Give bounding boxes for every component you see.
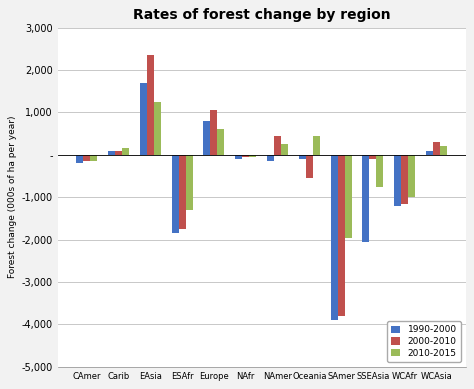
Bar (433, 142, 440, 155)
Bar (337, 155, 345, 316)
Bar (140, 83, 147, 155)
Bar (210, 110, 218, 155)
Bar (147, 55, 154, 155)
Legend: 1990-2000, 2000-2010, 2010-2015: 1990-2000, 2000-2010, 2010-2015 (387, 321, 461, 362)
Bar (401, 155, 408, 203)
Bar (394, 155, 401, 206)
Bar (274, 136, 281, 155)
Bar (108, 151, 115, 155)
Bar (172, 155, 179, 233)
Bar (299, 155, 306, 159)
Bar (363, 155, 370, 242)
Y-axis label: Forest change (000s of ha per year): Forest change (000s of ha per year) (9, 116, 18, 279)
Bar (83, 155, 90, 161)
Bar (281, 144, 288, 155)
Bar (306, 155, 313, 178)
Bar (249, 155, 256, 157)
Bar (242, 155, 249, 157)
Bar (345, 155, 352, 238)
Bar (408, 155, 415, 197)
Bar (313, 136, 320, 155)
Bar (203, 121, 210, 155)
Bar (154, 102, 161, 155)
Bar (376, 155, 383, 187)
Bar (115, 151, 122, 155)
Bar (267, 155, 274, 161)
Bar (235, 155, 242, 159)
Title: Rates of forest change by region: Rates of forest change by region (133, 8, 391, 22)
Bar (122, 149, 129, 155)
Bar (218, 130, 224, 155)
Bar (370, 155, 376, 159)
Bar (76, 155, 83, 163)
Bar (179, 155, 186, 229)
Bar (426, 151, 433, 155)
Bar (440, 146, 447, 155)
Bar (186, 155, 192, 210)
Bar (90, 155, 97, 161)
Bar (331, 155, 337, 320)
